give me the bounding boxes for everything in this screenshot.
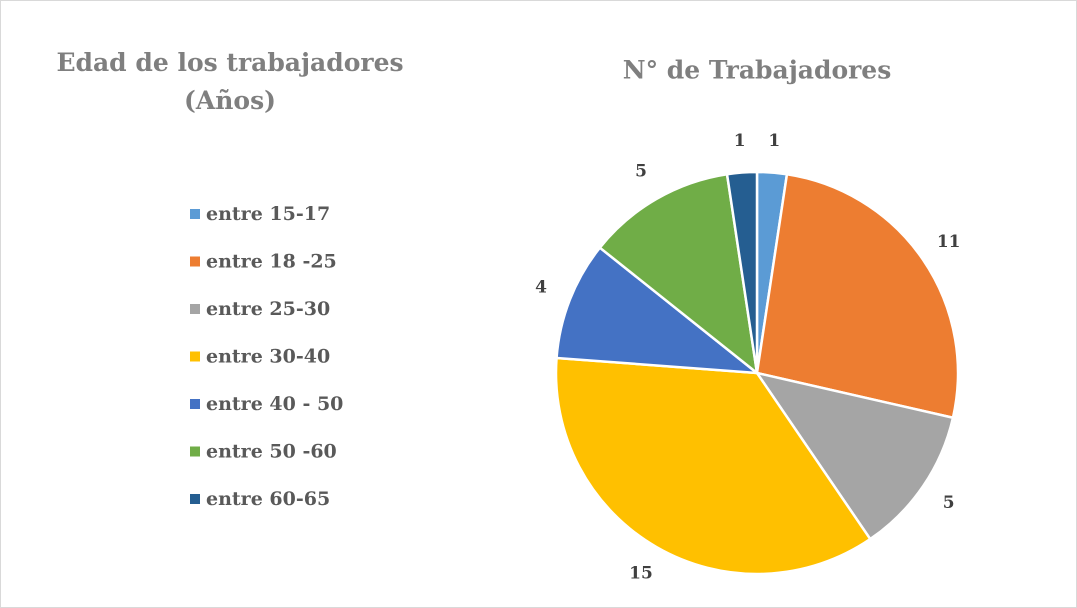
legend-label: entre 30-40 bbox=[206, 346, 330, 368]
pie-slice bbox=[555, 245, 761, 375]
legend-marker bbox=[190, 209, 200, 219]
data-label: 15 bbox=[629, 563, 653, 583]
legend-label: entre 50 -60 bbox=[206, 441, 337, 463]
legend-marker bbox=[190, 256, 200, 267]
pie-slice bbox=[725, 170, 759, 374]
data-label: 1 bbox=[768, 131, 780, 151]
data-label: 4 bbox=[535, 278, 547, 298]
legend-marker bbox=[190, 399, 200, 409]
legend-marker bbox=[190, 304, 200, 314]
pie-slice bbox=[598, 172, 759, 376]
legend-marker bbox=[190, 494, 200, 504]
chart-title: N° de Trabajadores bbox=[623, 56, 892, 85]
data-label: 5 bbox=[943, 493, 955, 513]
pie-slice bbox=[755, 172, 960, 420]
pie-slice bbox=[754, 371, 955, 541]
legend-marker bbox=[190, 446, 200, 457]
legend-label: entre 40 - 50 bbox=[206, 393, 343, 415]
legend-label: entre 25-30 bbox=[206, 298, 330, 320]
legend-label: entre 18 -25 bbox=[206, 251, 337, 273]
data-label: 5 bbox=[635, 162, 647, 182]
data-label: 11 bbox=[937, 232, 961, 252]
legend-title: Edad de los trabajadores (Años) bbox=[56, 48, 404, 115]
data-label: 1 bbox=[734, 131, 746, 151]
legend-label: entre 60-65 bbox=[206, 488, 330, 510]
legend-marker bbox=[190, 351, 200, 362]
pie-slice bbox=[554, 356, 872, 576]
legend-label: entre 15-17 bbox=[206, 203, 330, 225]
